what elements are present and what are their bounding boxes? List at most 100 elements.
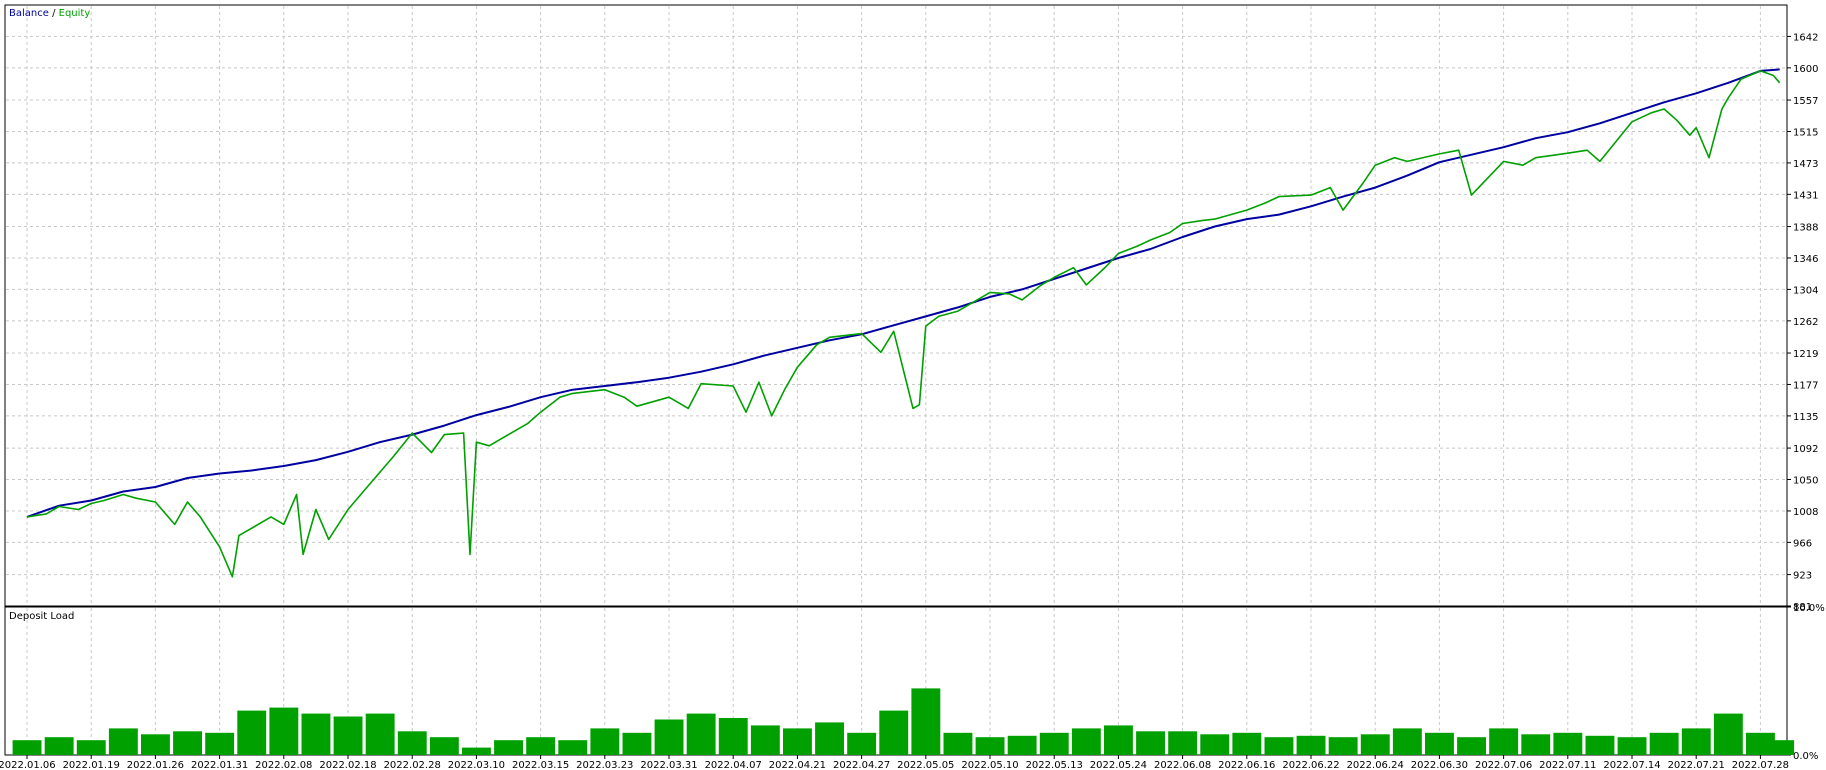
deposit-load-title: Deposit Load xyxy=(9,611,74,622)
x-tick-label: 2022.06.16 xyxy=(1218,760,1275,770)
y-tick-label: 1515 xyxy=(1793,127,1818,138)
y-tick-label: 1219 xyxy=(1793,349,1818,360)
x-tick-label: 2022.02.08 xyxy=(255,760,312,770)
y-tick-label: 1092 xyxy=(1793,444,1818,455)
x-tick-label: 2022.07.06 xyxy=(1475,760,1532,770)
legend-equity: Equity xyxy=(59,8,91,19)
x-tick-label: 2022.01.19 xyxy=(63,760,120,770)
x-tick-label: 2022.05.24 xyxy=(1090,760,1147,770)
x-tick-label: 2022.06.30 xyxy=(1411,760,1468,770)
deposit-load-bars xyxy=(12,688,1795,755)
y-tick-label: 1304 xyxy=(1793,285,1818,296)
deposit-load-bar xyxy=(44,737,74,755)
deposit-load-panel: 10.0% 0.0% Deposit Load xyxy=(4,603,1825,762)
y-tick-label: 1557 xyxy=(1793,96,1818,107)
deposit-load-bar xyxy=(1360,734,1390,755)
y-tick-label: 881 xyxy=(1793,602,1812,613)
deposit-load-bar xyxy=(429,737,459,755)
x-tick-label: 2022.07.28 xyxy=(1732,760,1789,770)
top-grid xyxy=(6,6,1786,605)
deposit-load-bar xyxy=(365,713,395,755)
deposit-load-bar xyxy=(173,731,202,755)
x-tick-label: 2022.03.10 xyxy=(448,760,505,770)
y-tick-label: 1135 xyxy=(1793,412,1818,423)
deposit-load-bar xyxy=(462,747,491,755)
top-series xyxy=(26,68,1781,578)
deposit-load-bar xyxy=(269,707,299,755)
x-tick-label: 2022.04.27 xyxy=(833,760,890,770)
deposit-load-bar xyxy=(558,740,588,755)
deposit-load-bar xyxy=(108,728,138,755)
x-tick-label: 2022.04.21 xyxy=(769,760,826,770)
x-axis-ticks: 2022.01.06 2022.01.19 2022.01.26 2022.01.31… xyxy=(0,755,1789,770)
deposit-load-bar xyxy=(301,713,331,755)
y-tick-label: 10.0% xyxy=(1793,603,1825,614)
legend-separator: / xyxy=(49,8,59,19)
deposit-load-bar xyxy=(1489,728,1519,755)
balance-equity-panel: 881 923 966 1008 1050 1092 1135 1177 1219 1262 130… xyxy=(4,4,1818,613)
deposit-load-bar xyxy=(815,722,844,755)
deposit-load-bar xyxy=(622,732,652,755)
deposit-load-bar xyxy=(494,740,523,755)
deposit-load-bar xyxy=(1328,737,1358,755)
legend-balance: Balance xyxy=(9,8,49,19)
x-tick-label: 2022.03.15 xyxy=(512,760,569,770)
deposit-load-bar xyxy=(333,716,363,755)
deposit-load-bar xyxy=(975,737,1005,755)
top-panel-frame xyxy=(4,4,1788,607)
deposit-load-bar xyxy=(590,728,620,755)
deposit-load-bar xyxy=(750,725,780,755)
y-tick-label: 1431 xyxy=(1793,190,1818,201)
y-tick-label: 1177 xyxy=(1793,380,1818,391)
deposit-load-bar xyxy=(12,740,42,755)
x-tick-label: 2022.03.31 xyxy=(640,760,697,770)
y-tick-label: 1050 xyxy=(1793,476,1818,487)
series-line-equity xyxy=(26,70,1781,578)
deposit-load-bar xyxy=(1521,734,1551,755)
x-tick-label: 2022.01.06 xyxy=(0,760,56,770)
deposit-load-bar xyxy=(1007,735,1037,755)
y-tick-label: 1262 xyxy=(1793,317,1818,328)
deposit-load-bar xyxy=(1617,737,1647,755)
deposit-load-bar xyxy=(1168,731,1198,755)
deposit-load-bar xyxy=(1713,713,1743,755)
deposit-load-bar xyxy=(943,732,973,755)
deposit-load-bar xyxy=(1457,737,1486,755)
deposit-load-bar xyxy=(1681,728,1711,755)
bottom-y-ticks: 10.0% 0.0% xyxy=(1787,603,1825,762)
deposit-load-bar xyxy=(1649,732,1679,755)
deposit-load-bar xyxy=(847,732,877,755)
deposit-load-bar xyxy=(654,719,684,755)
deposit-load-bar xyxy=(1200,734,1230,755)
x-tick-label: 2022.07.11 xyxy=(1539,760,1596,770)
deposit-load-bar xyxy=(1553,732,1583,755)
deposit-load-bar xyxy=(718,718,748,755)
x-tick-label: 2022.06.08 xyxy=(1154,760,1211,770)
deposit-load-bar xyxy=(397,731,427,755)
x-tick-label: 2022.05.13 xyxy=(1026,760,1083,770)
deposit-load-bar xyxy=(911,688,941,755)
deposit-load-bar xyxy=(1071,728,1101,755)
x-tick-label: 2022.04.07 xyxy=(705,760,762,770)
deposit-load-bar xyxy=(205,732,235,755)
y-tick-label: 1388 xyxy=(1793,223,1818,234)
deposit-load-bar xyxy=(1232,732,1262,755)
x-tick-label: 2022.06.24 xyxy=(1347,760,1404,770)
deposit-load-bar xyxy=(1765,740,1795,755)
y-tick-label: 0.0% xyxy=(1793,751,1818,762)
deposit-load-bar xyxy=(1392,728,1422,755)
deposit-load-bar xyxy=(526,737,556,755)
top-y-ticks: 881 923 966 1008 1050 1092 1135 1177 1219 1262 130… xyxy=(1787,32,1818,613)
x-tick-label: 2022.07.21 xyxy=(1668,760,1725,770)
deposit-load-bar xyxy=(879,710,909,755)
x-tick-label: 2022.01.31 xyxy=(191,760,248,770)
deposit-load-bar xyxy=(1585,735,1615,755)
x-tick-label: 2022.03.23 xyxy=(576,760,633,770)
y-tick-label: 1346 xyxy=(1793,254,1818,265)
deposit-load-bar xyxy=(783,728,812,755)
legend: Balance / Equity xyxy=(9,8,90,19)
x-tick-label: 2022.05.05 xyxy=(897,760,954,770)
deposit-load-bar xyxy=(237,710,267,755)
y-tick-label: 1642 xyxy=(1793,32,1818,43)
